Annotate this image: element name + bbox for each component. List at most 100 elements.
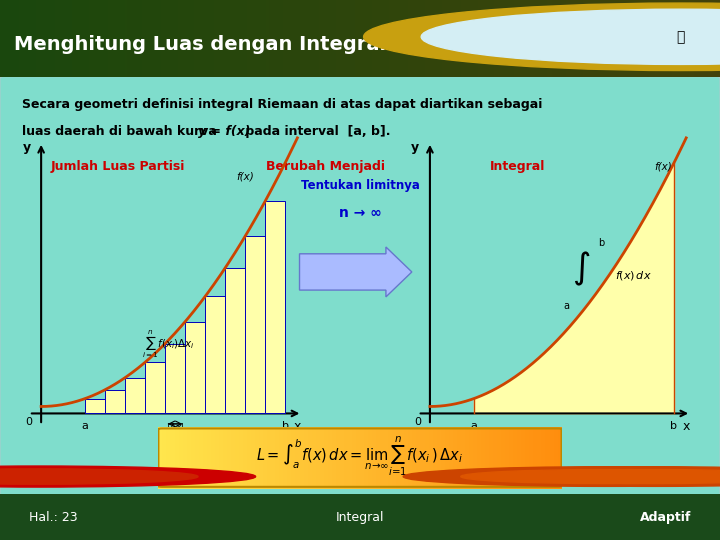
Bar bbox=[317, 0, 319, 77]
Bar bbox=[329, 0, 331, 77]
Bar bbox=[682, 0, 684, 77]
Bar bbox=[365, 0, 367, 77]
Bar bbox=[481, 427, 485, 489]
Bar bbox=[171, 427, 174, 489]
Bar bbox=[401, 0, 403, 77]
Bar bbox=[320, 427, 324, 489]
Bar bbox=[304, 427, 307, 489]
Bar bbox=[219, 427, 223, 489]
Bar bbox=[197, 0, 199, 77]
Bar bbox=[120, 0, 122, 77]
Bar bbox=[7, 0, 9, 77]
Bar bbox=[546, 427, 549, 489]
FancyArrow shape bbox=[300, 247, 412, 297]
Bar bbox=[670, 0, 672, 77]
Bar bbox=[387, 0, 389, 77]
Bar bbox=[521, 427, 526, 489]
Text: Back: Back bbox=[544, 470, 576, 483]
Bar bbox=[36, 0, 38, 77]
Bar bbox=[531, 0, 533, 77]
Bar bbox=[463, 0, 466, 77]
Bar bbox=[545, 0, 547, 77]
Bar bbox=[290, 0, 293, 77]
Bar bbox=[398, 0, 401, 77]
Bar bbox=[432, 0, 434, 77]
Bar bbox=[264, 0, 266, 77]
Circle shape bbox=[0, 466, 256, 487]
Text: luas daerah di bawah kurva: luas daerah di bawah kurva bbox=[22, 125, 221, 138]
Bar bbox=[372, 427, 376, 489]
Bar bbox=[227, 427, 231, 489]
Bar bbox=[382, 0, 384, 77]
Bar bbox=[187, 0, 189, 77]
Bar bbox=[518, 0, 521, 77]
Bar bbox=[209, 0, 211, 77]
Bar bbox=[34, 0, 36, 77]
Bar bbox=[433, 427, 436, 489]
Bar bbox=[105, 390, 125, 414]
Bar bbox=[624, 0, 626, 77]
Bar bbox=[593, 0, 595, 77]
Bar bbox=[185, 0, 187, 77]
Bar bbox=[439, 0, 441, 77]
Bar bbox=[711, 0, 713, 77]
Bar bbox=[199, 427, 203, 489]
Bar bbox=[425, 427, 428, 489]
Bar bbox=[631, 0, 634, 77]
Bar bbox=[175, 0, 178, 77]
Bar bbox=[74, 0, 77, 77]
Bar bbox=[449, 0, 451, 77]
Bar bbox=[473, 427, 477, 489]
Bar bbox=[400, 427, 405, 489]
Bar bbox=[391, 0, 394, 77]
Bar bbox=[67, 0, 70, 77]
Bar bbox=[540, 0, 542, 77]
Bar bbox=[275, 427, 279, 489]
Bar bbox=[372, 0, 374, 77]
Text: Tentukan limitnya: Tentukan limitnya bbox=[300, 179, 420, 192]
Bar bbox=[554, 427, 557, 489]
Bar bbox=[145, 362, 165, 414]
Bar bbox=[715, 0, 718, 77]
Bar bbox=[14, 0, 17, 77]
Bar bbox=[60, 0, 63, 77]
Bar bbox=[151, 0, 153, 77]
Bar bbox=[283, 0, 286, 77]
Bar bbox=[693, 0, 696, 77]
Bar bbox=[243, 0, 245, 77]
Bar bbox=[144, 0, 146, 77]
Bar bbox=[629, 0, 631, 77]
Bar bbox=[650, 0, 653, 77]
Bar bbox=[533, 0, 535, 77]
Bar bbox=[526, 427, 529, 489]
Bar bbox=[505, 427, 509, 489]
Bar bbox=[490, 0, 492, 77]
Bar bbox=[456, 427, 461, 489]
Bar bbox=[634, 0, 636, 77]
Text: 🦅: 🦅 bbox=[676, 30, 685, 44]
Bar bbox=[274, 0, 276, 77]
Bar bbox=[96, 0, 99, 77]
Bar bbox=[465, 427, 469, 489]
Bar bbox=[549, 427, 554, 489]
Bar bbox=[360, 427, 364, 489]
Bar bbox=[211, 0, 214, 77]
Bar bbox=[364, 427, 368, 489]
Bar bbox=[223, 427, 227, 489]
Bar bbox=[63, 0, 65, 77]
Bar bbox=[403, 0, 405, 77]
Bar bbox=[562, 0, 564, 77]
Bar bbox=[315, 427, 320, 489]
Bar bbox=[293, 0, 295, 77]
Bar bbox=[269, 0, 271, 77]
Bar bbox=[135, 0, 137, 77]
Text: b: b bbox=[282, 421, 289, 430]
Bar bbox=[619, 0, 621, 77]
Bar bbox=[607, 0, 610, 77]
Bar bbox=[446, 0, 449, 77]
Bar bbox=[312, 0, 315, 77]
Bar bbox=[380, 427, 384, 489]
Circle shape bbox=[511, 469, 720, 484]
Bar bbox=[360, 0, 362, 77]
Bar bbox=[653, 0, 655, 77]
